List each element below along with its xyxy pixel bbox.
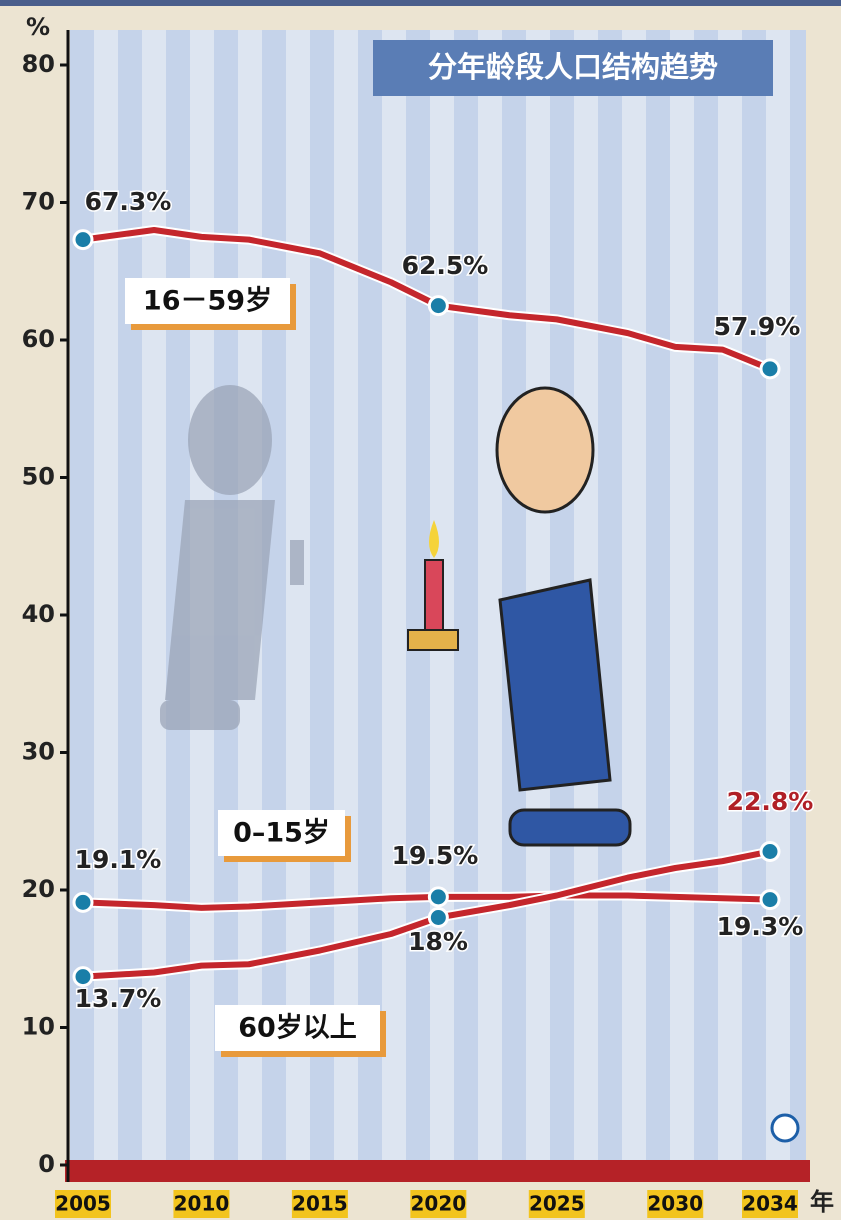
value-label: 18% bbox=[408, 927, 468, 956]
x-tick-label: 2020 bbox=[411, 1192, 467, 1216]
logo bbox=[772, 1115, 798, 1141]
data-point bbox=[429, 909, 447, 927]
legend-label: 16－59岁 bbox=[143, 286, 272, 317]
value-label: 19.1% bbox=[75, 845, 162, 874]
x-tick-label: 2025 bbox=[529, 1192, 585, 1216]
y-tick-label: 40 bbox=[22, 600, 55, 628]
x-tick-label: 2015 bbox=[292, 1192, 348, 1216]
y-tick-label: 20 bbox=[22, 875, 55, 903]
data-point bbox=[429, 297, 447, 315]
y-unit: % bbox=[26, 13, 50, 41]
x-tick-label: 2005 bbox=[55, 1192, 111, 1216]
y-tick-label: 30 bbox=[22, 738, 55, 766]
y-tick-label: 60 bbox=[22, 325, 55, 353]
x-tick-label: 2010 bbox=[174, 1192, 230, 1216]
chart-title: 分年龄段人口结构趋势 bbox=[428, 50, 718, 84]
value-label: 62.5% bbox=[402, 251, 489, 280]
x-tick-label: 2030 bbox=[647, 1192, 703, 1216]
value-label: 19.3% bbox=[717, 912, 804, 941]
y-tick-label: 0 bbox=[38, 1150, 55, 1178]
data-point bbox=[74, 968, 92, 986]
data-point bbox=[74, 893, 92, 911]
value-label: 57.9% bbox=[714, 312, 801, 341]
data-point bbox=[761, 843, 779, 861]
x-band bbox=[65, 1160, 810, 1182]
value-label: 13.7% bbox=[75, 984, 162, 1013]
value-label: 22.8% bbox=[727, 787, 814, 816]
x-tick-label: 2034 bbox=[742, 1192, 798, 1216]
y-tick-label: 80 bbox=[22, 50, 55, 78]
data-point bbox=[761, 891, 779, 909]
y-tick-label: 70 bbox=[22, 188, 55, 216]
value-label: 19.5% bbox=[392, 841, 479, 870]
top-bar bbox=[0, 0, 841, 6]
data-point bbox=[761, 360, 779, 378]
data-point bbox=[74, 231, 92, 249]
data-point bbox=[429, 888, 447, 906]
y-tick-label: 10 bbox=[22, 1013, 55, 1041]
value-label: 67.3% bbox=[85, 187, 172, 216]
page: {"chart_data": { "type": "line", "title"… bbox=[0, 0, 841, 1220]
legend-label: 0–15岁 bbox=[233, 818, 330, 849]
x-unit: 年 bbox=[810, 1188, 834, 1216]
chart: 分年龄段人口结构趋势 % 年 0102030405060708020052010… bbox=[0, 0, 841, 1220]
y-tick-label: 50 bbox=[22, 463, 55, 491]
legend-label: 60岁以上 bbox=[238, 1013, 357, 1044]
